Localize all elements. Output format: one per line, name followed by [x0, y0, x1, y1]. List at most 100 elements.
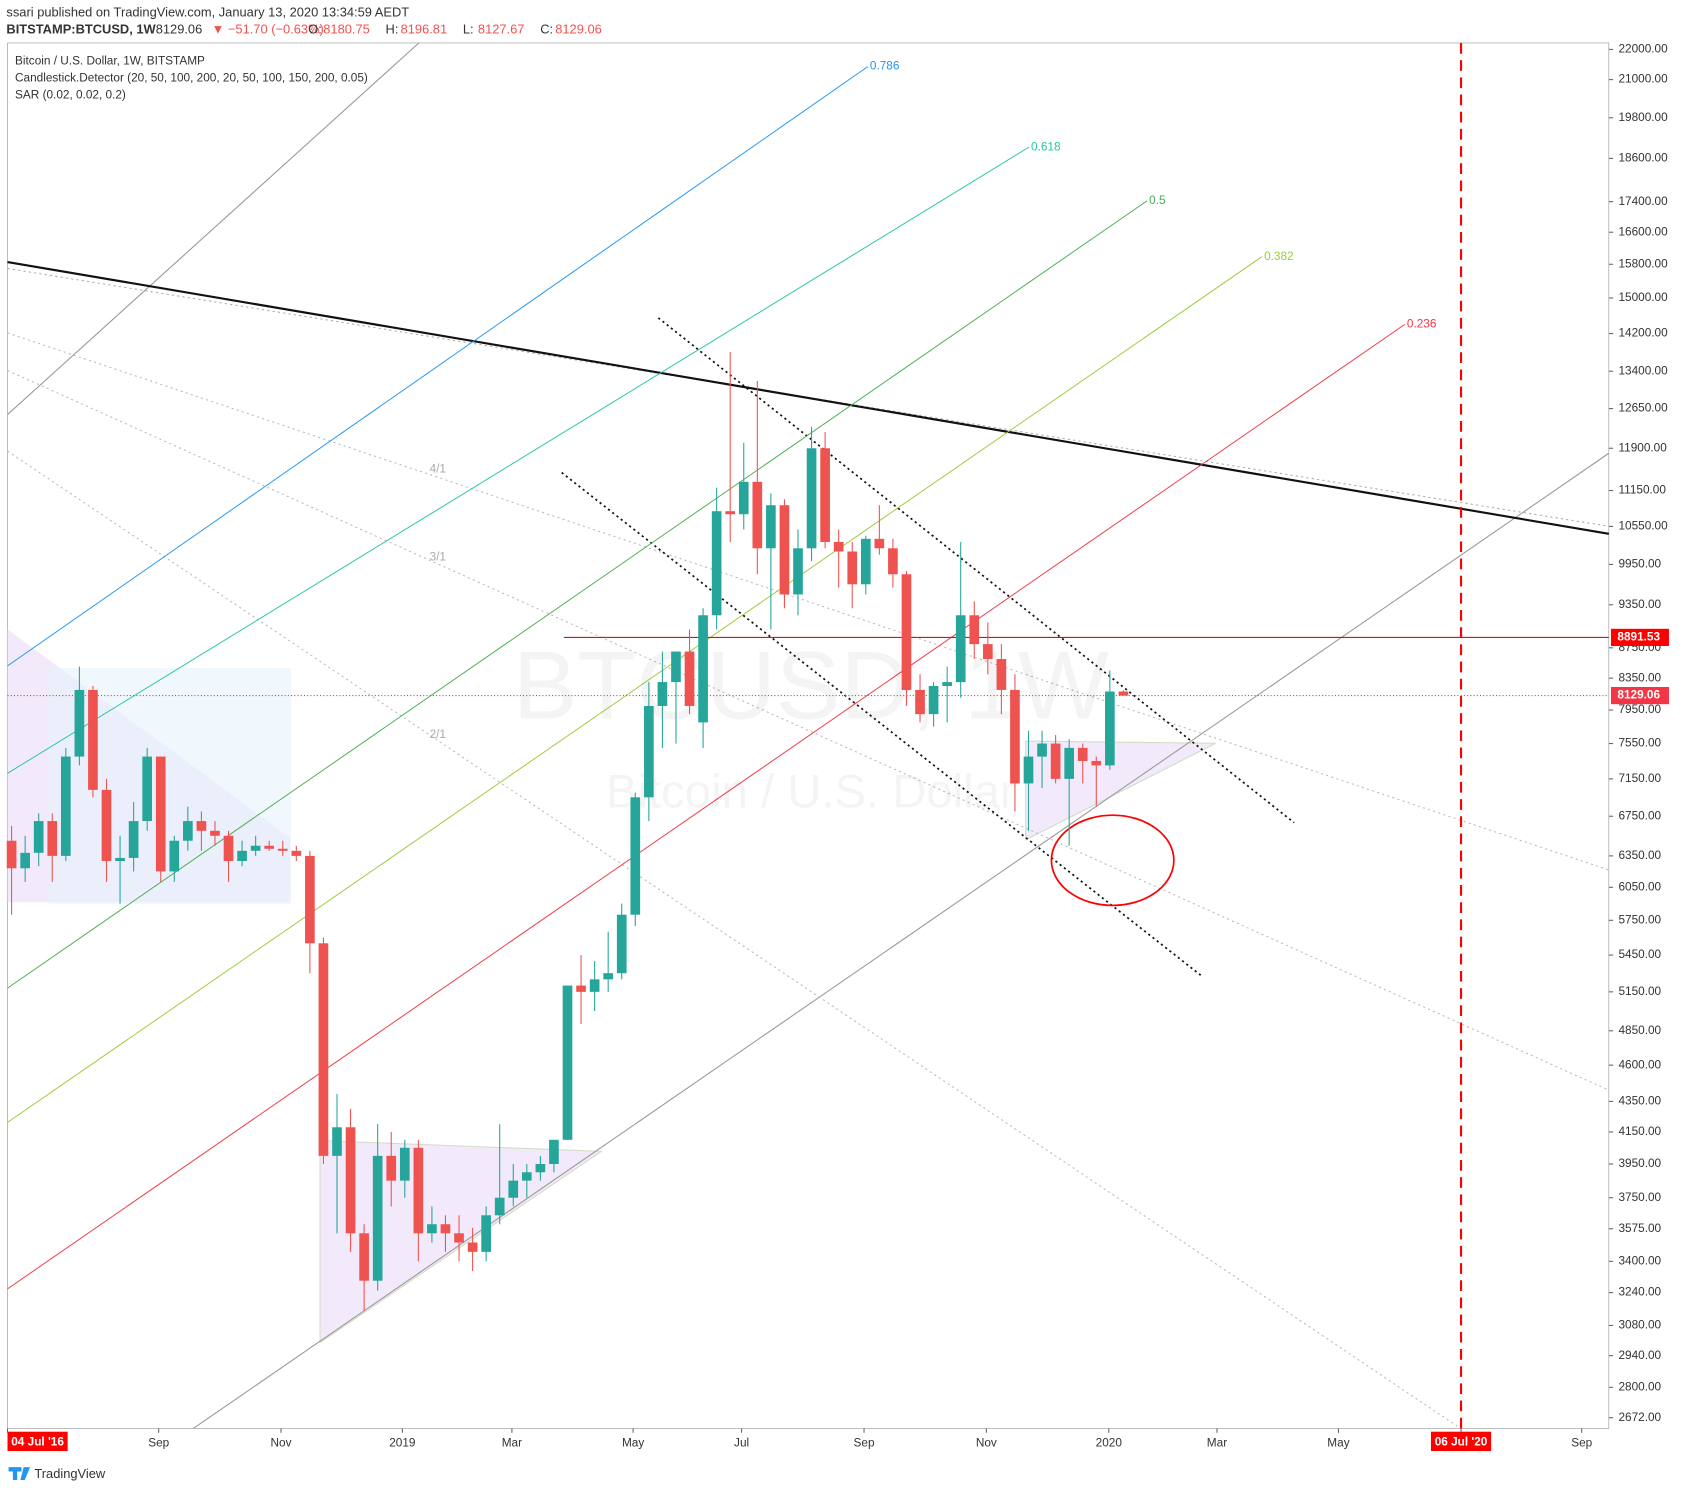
price-label: 8891.53 — [1617, 630, 1660, 644]
x-tick-label: 04 Jul '16 — [11, 1435, 64, 1449]
candle-body — [996, 659, 1007, 690]
candle-body — [20, 852, 30, 869]
price-label-box — [1610, 628, 1669, 646]
gann-label: 4/1 — [430, 461, 446, 475]
fib-line — [7, 66, 869, 667]
ohlc-label: C: — [540, 21, 553, 36]
legend: Bitcoin / U.S. Dollar, 1W, BITSTAMP Cand… — [15, 53, 368, 101]
y-tick-label: 9950.00 — [1618, 557, 1661, 571]
candle-body — [413, 1147, 424, 1234]
candle-body — [142, 756, 153, 822]
channel-line — [193, 452, 1610, 1429]
symbol-line: BITSTAMP:BTCUSD, 1W 8129.06 ▼ −51.70 (−0… — [6, 21, 323, 36]
candle-body — [210, 830, 220, 836]
candle-body — [332, 1127, 342, 1156]
candle-body — [833, 541, 844, 552]
highlight-ellipse — [1050, 814, 1175, 907]
ohlc-value: 8129.06 — [555, 21, 602, 36]
candle-body — [644, 705, 654, 798]
y-tick-label: 9350.00 — [1618, 597, 1661, 611]
y-tick-label: 6350.00 — [1618, 848, 1661, 862]
fib-label: 0.5 — [1149, 193, 1166, 207]
candle-body — [481, 1215, 491, 1252]
candle-body — [386, 1155, 397, 1181]
candle-body — [183, 821, 193, 841]
candle-body — [47, 821, 58, 856]
candle-body — [928, 686, 939, 715]
y-tick-label: 5750.00 — [1618, 912, 1661, 926]
legend-indicator: SAR (0.02, 0.02, 0.2) — [15, 88, 126, 102]
y-tick-label: 2940.00 — [1618, 1348, 1661, 1362]
x-tick-label: Sep — [1571, 1436, 1592, 1450]
candle-body — [237, 850, 247, 862]
candle-body — [1023, 756, 1034, 784]
candle-body — [101, 789, 112, 862]
candle-body — [982, 644, 993, 660]
candle-body — [169, 840, 180, 872]
dotted-channel — [657, 317, 1295, 824]
x-tick-highlight — [7, 1431, 68, 1452]
candle-body — [359, 1233, 369, 1281]
candle-body — [1077, 747, 1088, 761]
y-tick-label: 4600.00 — [1618, 1057, 1661, 1071]
candle-body — [372, 1155, 383, 1281]
y-tick-label: 5150.00 — [1618, 984, 1661, 998]
candle-body — [955, 615, 966, 683]
channel-line — [7, 42, 420, 415]
dotted-line — [7, 332, 1609, 871]
candle-body — [535, 1164, 546, 1173]
candle-body — [576, 985, 586, 992]
candle-body — [630, 797, 641, 915]
candle-body — [901, 574, 912, 690]
candle-body — [793, 548, 803, 595]
candle-body — [684, 651, 695, 706]
y-tick-label: 18600.00 — [1618, 151, 1668, 165]
candle-body — [725, 511, 736, 515]
y-tick-label: 8350.00 — [1618, 670, 1661, 684]
candle-body — [305, 855, 315, 944]
candle-body — [1118, 691, 1129, 696]
y-tick-label: 4850.00 — [1618, 1023, 1661, 1037]
y-tick-label: 5450.00 — [1618, 947, 1661, 961]
candle-body — [847, 551, 858, 585]
x-tick-highlight — [1430, 1431, 1492, 1452]
candle-body — [74, 689, 85, 757]
y-tick-label: 7550.00 — [1618, 736, 1661, 750]
y-tick-label: 3080.00 — [1618, 1318, 1661, 1332]
y-tick-label: 11150.00 — [1618, 483, 1666, 497]
y-tick-label: 6750.00 — [1618, 808, 1661, 822]
candle-body — [1010, 689, 1020, 784]
candle-body — [1050, 743, 1061, 779]
y-tick-label: 3575.00 — [1618, 1221, 1661, 1235]
y-tick-label: 2672.00 — [1618, 1410, 1661, 1424]
watermark-symbol: BTCUSD, 1W — [513, 631, 1109, 739]
fib-line — [7, 200, 1148, 989]
y-tick-label: 3400.00 — [1618, 1253, 1661, 1267]
y-tick-label: 3950.00 — [1618, 1156, 1661, 1170]
y-tick-label: 2800.00 — [1618, 1379, 1661, 1393]
y-tick-label: 15800.00 — [1618, 256, 1668, 270]
y-tick-label: 4150.00 — [1618, 1124, 1661, 1138]
y-tick-label: 10550.00 — [1618, 519, 1668, 533]
x-tick-label: Sep — [148, 1436, 169, 1450]
plot: 22000.00 21000.00 19800.00 18600.00 17400.00… — [6, 42, 1669, 1452]
candle-body — [427, 1224, 437, 1234]
candle-body — [860, 538, 871, 585]
candle-body — [128, 821, 139, 858]
x-tick-label: May — [1327, 1436, 1349, 1450]
y-tick-label: 7150.00 — [1618, 771, 1661, 785]
fib-label: 0.786 — [870, 59, 900, 73]
candle-body — [874, 538, 885, 549]
candle-body — [155, 756, 166, 872]
fib-label: 0.618 — [1031, 139, 1061, 153]
y-tick-label: 22000.00 — [1618, 42, 1668, 56]
logo — [8, 1467, 31, 1481]
y-tick-label: 11900.00 — [1618, 440, 1667, 454]
candle-body — [318, 943, 329, 1156]
candle-body — [562, 985, 573, 1140]
candle-body — [521, 1172, 532, 1181]
x-tick-label: Jul — [734, 1436, 749, 1450]
candle-body — [888, 548, 898, 575]
